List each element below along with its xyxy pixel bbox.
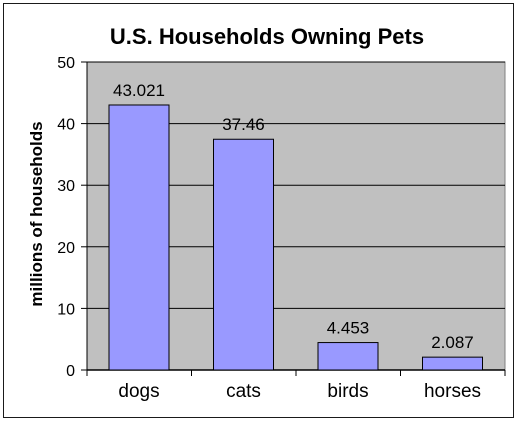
y-axis-label: millions of households: [27, 121, 46, 306]
y-tick-label: 20: [57, 240, 75, 257]
y-tick-label: 50: [57, 55, 75, 72]
x-tick-label-birds: birds: [327, 381, 368, 402]
chart-title: U.S. Households Owning Pets: [110, 24, 424, 49]
data-label-dogs: 43.021: [113, 81, 165, 100]
bar-horses: [422, 356, 483, 371]
y-tick-label: 40: [57, 117, 75, 134]
data-label-horses: 2.087: [431, 333, 474, 352]
data-label-cats: 37.46: [222, 115, 265, 134]
bar-cats: [213, 138, 274, 371]
y-tick-label: 10: [57, 301, 75, 318]
x-tick-label-cats: cats: [226, 381, 261, 402]
y-tick-label: 30: [57, 178, 75, 195]
x-tick-label-horses: horses: [424, 381, 481, 402]
bar-dogs: [108, 104, 170, 371]
plot-area: 0 10 20 30 40 50 43.021 dogs 37.46 cats 4.453 birds…: [57, 55, 506, 402]
data-label-birds: 4.453: [327, 319, 370, 338]
x-tick-label-dogs: dogs: [118, 381, 159, 402]
y-tick-label: 0: [66, 363, 75, 380]
bar-birds: [317, 342, 379, 371]
